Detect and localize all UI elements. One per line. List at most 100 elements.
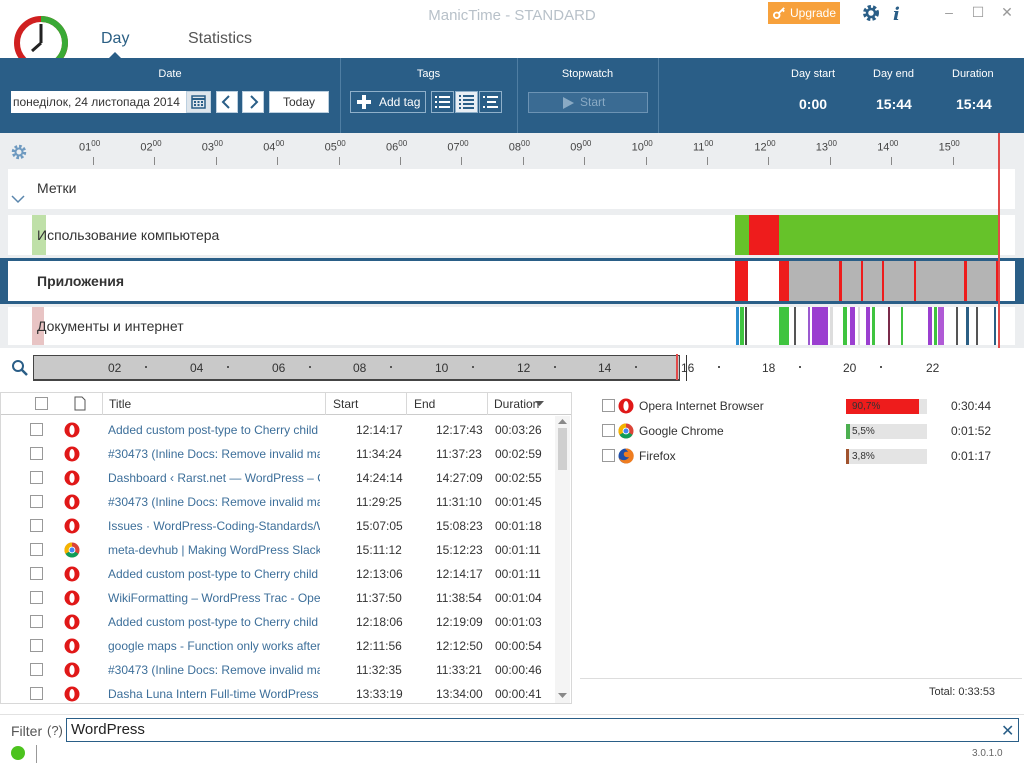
title-cell[interactable]: meta-devhub | Making WordPress Slack: [108, 543, 320, 557]
usage-segment[interactable]: [749, 215, 779, 255]
timeline-row-documents[interactable]: Документы и интернет: [8, 307, 1015, 345]
filter-input[interactable]: WordPress: [66, 718, 1019, 742]
select-all-checkbox[interactable]: [35, 397, 48, 410]
usage-segment[interactable]: [735, 215, 749, 255]
row-checkbox[interactable]: [30, 687, 43, 700]
add-tag-button[interactable]: Add tag: [350, 91, 426, 113]
row-checkbox[interactable]: [30, 423, 43, 436]
document-segment[interactable]: [994, 307, 996, 345]
document-segment[interactable]: [736, 307, 739, 345]
list-view-button[interactable]: [431, 91, 454, 113]
clear-filter-icon[interactable]: ✕: [1001, 723, 1015, 740]
document-segment[interactable]: [808, 307, 810, 345]
table-row[interactable]: google maps - Function only works after 1…: [1, 634, 555, 658]
table-row[interactable]: WikiFormatting – WordPress Trac - Oper 11…: [1, 586, 555, 610]
date-field[interactable]: понеділок, 24 листопада 2014: [11, 91, 186, 113]
calendar-button[interactable]: [186, 91, 211, 113]
table-row[interactable]: Dashboard ‹ Rarst.net — WordPress – Op 14…: [1, 466, 555, 490]
application-segment[interactable]: [735, 261, 748, 301]
title-cell[interactable]: WikiFormatting – WordPress Trac - Oper: [108, 591, 320, 605]
document-segment[interactable]: [956, 307, 958, 345]
title-cell[interactable]: Issues · WordPress-Coding-Standards/W: [108, 519, 320, 533]
info-icon[interactable]: i: [887, 3, 907, 23]
document-segment[interactable]: [888, 307, 890, 345]
document-segment[interactable]: [830, 307, 833, 345]
document-segment[interactable]: [843, 307, 847, 345]
gear-icon[interactable]: [861, 3, 881, 23]
row-checkbox[interactable]: [30, 567, 43, 580]
document-segment[interactable]: [779, 307, 789, 345]
table-row[interactable]: Added custom post-type to Cherry child 12…: [1, 610, 555, 634]
scroll-down-icon[interactable]: [558, 693, 567, 699]
application-checkbox[interactable]: [602, 399, 615, 412]
table-row[interactable]: meta-devhub | Making WordPress Slack 15:1…: [1, 538, 555, 562]
title-cell[interactable]: Added custom post-type to Cherry child: [108, 567, 319, 581]
document-segment[interactable]: [794, 307, 796, 345]
table-row[interactable]: Added custom post-type to Cherry child 12…: [1, 562, 555, 586]
chevron-down-icon[interactable]: [10, 193, 26, 205]
document-segment[interactable]: [740, 307, 744, 345]
column-header-end[interactable]: End: [414, 397, 436, 411]
table-row[interactable]: Issues · WordPress-Coding-Standards/W 15:…: [1, 514, 555, 538]
next-day-button[interactable]: [242, 91, 264, 113]
document-segment[interactable]: [928, 307, 932, 345]
tab-statistics[interactable]: Statistics: [188, 30, 253, 47]
search-icon[interactable]: [11, 359, 29, 377]
application-segment[interactable]: [779, 261, 789, 301]
timeline-settings-gear-icon[interactable]: [10, 143, 28, 161]
vertical-scrollbar[interactable]: [555, 416, 570, 703]
tab-day[interactable]: Day: [101, 30, 130, 47]
scroll-up-icon[interactable]: [558, 418, 567, 424]
day-overview-bar[interactable]: 02 04 06 08 10 12 14 16 18 20 22: [0, 352, 1024, 382]
scrollbar-thumb[interactable]: [558, 428, 567, 470]
timeline-row-applications[interactable]: Приложения: [8, 261, 1015, 301]
title-cell[interactable]: #30473 (Inline Docs: Remove invalid mar: [108, 663, 320, 677]
document-segment[interactable]: [966, 307, 969, 345]
column-header-duration[interactable]: Duration: [494, 397, 540, 411]
row-checkbox[interactable]: [30, 495, 43, 508]
application-segment[interactable]: [861, 261, 863, 301]
application-segment[interactable]: [882, 261, 884, 301]
title-cell[interactable]: #30473 (Inline Docs: Remove invalid mar: [108, 447, 320, 461]
timeline-row-tags[interactable]: Метки: [8, 169, 1015, 209]
row-checkbox[interactable]: [30, 519, 43, 532]
document-segment[interactable]: [745, 307, 747, 345]
table-row[interactable]: Dasha Luna Intern Full-time WordPress E 1…: [1, 682, 555, 706]
application-segment[interactable]: [964, 261, 967, 301]
outline-view-button[interactable]: [479, 91, 502, 113]
filter-help-link[interactable]: (?): [47, 723, 63, 738]
document-segment[interactable]: [866, 307, 870, 345]
document-segment[interactable]: [938, 307, 944, 345]
title-cell[interactable]: Dasha Luna Intern Full-time WordPress E: [108, 687, 320, 701]
application-checkbox[interactable]: [602, 424, 615, 437]
application-row[interactable]: Opera Internet Browser 90,7% 0:30:44: [580, 394, 1020, 418]
row-checkbox[interactable]: [30, 591, 43, 604]
row-checkbox[interactable]: [30, 639, 43, 652]
row-checkbox[interactable]: [30, 615, 43, 628]
title-cell[interactable]: Added custom post-type to Cherry child: [108, 615, 319, 629]
minimize-button[interactable]: ‒: [945, 4, 953, 20]
tracking-status-indicator[interactable]: [11, 746, 25, 760]
application-segment[interactable]: [789, 261, 998, 301]
close-window-button[interactable]: ✕: [1001, 4, 1013, 20]
today-button[interactable]: Today: [269, 91, 329, 113]
timeline-row-computer-usage[interactable]: Использование компьютера: [8, 215, 1015, 255]
title-cell[interactable]: Added custom post-type to Cherry child: [108, 423, 319, 437]
upgrade-button[interactable]: Upgrade: [768, 2, 840, 24]
title-cell[interactable]: Dashboard ‹ Rarst.net — WordPress – Op: [108, 471, 320, 485]
row-checkbox[interactable]: [30, 447, 43, 460]
application-segment[interactable]: [996, 261, 998, 301]
document-segment[interactable]: [858, 307, 860, 345]
row-checkbox[interactable]: [30, 471, 43, 484]
overview-visible-range[interactable]: [33, 355, 680, 381]
application-segment[interactable]: [914, 261, 916, 301]
column-header-start[interactable]: Start: [333, 397, 359, 411]
title-cell[interactable]: google maps - Function only works after: [108, 639, 320, 653]
application-row[interactable]: Firefox 3,8% 0:01:17: [580, 444, 1020, 468]
row-checkbox[interactable]: [30, 543, 43, 556]
stopwatch-start-button[interactable]: Start: [528, 92, 648, 113]
application-row[interactable]: Google Chrome 5,5% 0:01:52: [580, 419, 1020, 443]
maximize-button[interactable]: ☐: [971, 4, 985, 20]
application-checkbox[interactable]: [602, 449, 615, 462]
document-segment[interactable]: [812, 307, 828, 345]
